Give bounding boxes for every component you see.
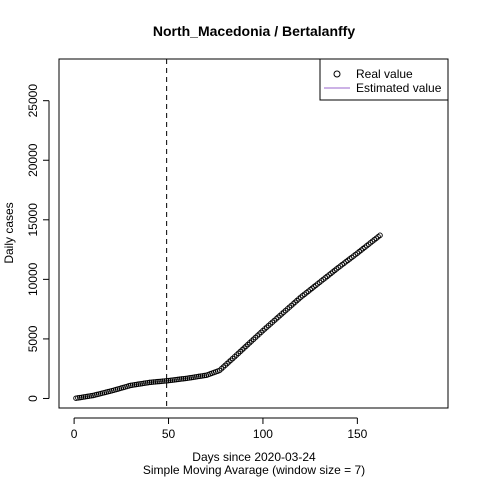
data-point [152, 379, 159, 385]
data-point [165, 377, 172, 384]
data-point [194, 373, 200, 380]
data-point [161, 378, 168, 384]
y-tick-label: 25000 [26, 84, 40, 118]
data-point [139, 380, 145, 387]
data-point [180, 375, 187, 382]
data-point [190, 374, 196, 381]
data-point [188, 374, 194, 381]
data-point [160, 378, 166, 384]
data-point [195, 373, 202, 380]
data-point [141, 380, 147, 387]
data-point [131, 382, 138, 388]
data-series-real-value [73, 232, 383, 401]
x-tick-label: 0 [71, 427, 78, 441]
data-point [150, 379, 157, 385]
data-point [129, 382, 136, 388]
x-axis: 0 50 100 150 [71, 417, 368, 441]
data-point [199, 373, 206, 379]
data-point [156, 378, 162, 385]
data-point [158, 378, 164, 385]
data-point [201, 372, 208, 379]
data-point [143, 380, 149, 386]
data-point [154, 378, 160, 385]
data-point [148, 379, 155, 385]
y-axis: 0 5000 10000 15000 20000 25000 [26, 84, 50, 402]
legend-label-estimated-value: Estimated value [356, 81, 442, 95]
data-point [137, 381, 143, 387]
data-point [128, 382, 134, 389]
legend: Real value Estimated value [319, 58, 449, 101]
y-tick-label: 5000 [26, 325, 40, 352]
y-tick-label: 10000 [26, 262, 40, 296]
y-tick-label: 20000 [26, 143, 40, 177]
y-axis-label: Daily cases [2, 202, 16, 263]
legend-label-real-value: Real value [356, 67, 413, 81]
data-point [171, 377, 177, 383]
data-point [133, 381, 140, 388]
x-tick-label: 100 [253, 427, 273, 441]
data-point [184, 375, 191, 381]
x-tick-label: 50 [162, 427, 176, 441]
data-point [163, 378, 170, 384]
data-point [135, 381, 142, 387]
data-point [145, 379, 151, 386]
data-point [173, 376, 179, 383]
data-point [175, 376, 181, 383]
data-point [177, 376, 183, 382]
y-tick-label: 15000 [26, 203, 40, 237]
chart-title: North_Macedonia / Bertalanffy [153, 23, 355, 39]
legend-marker-real-value [333, 70, 341, 78]
data-point [197, 373, 204, 379]
data-point [178, 376, 185, 382]
y-tick-label: 0 [26, 395, 40, 402]
data-point [186, 375, 193, 381]
x-axis-label: Days since 2020-03-24 [192, 450, 316, 464]
data-point [146, 379, 153, 386]
data-point [377, 232, 383, 239]
plot-area [58, 58, 449, 409]
x-tick-label: 150 [347, 427, 367, 441]
data-point [167, 377, 174, 384]
data-point [169, 377, 176, 383]
data-point [192, 374, 198, 380]
legend-box [319, 58, 449, 101]
x-axis-sublabel: Simple Moving Avarage (window size = 7) [143, 463, 365, 477]
data-point [182, 375, 189, 382]
